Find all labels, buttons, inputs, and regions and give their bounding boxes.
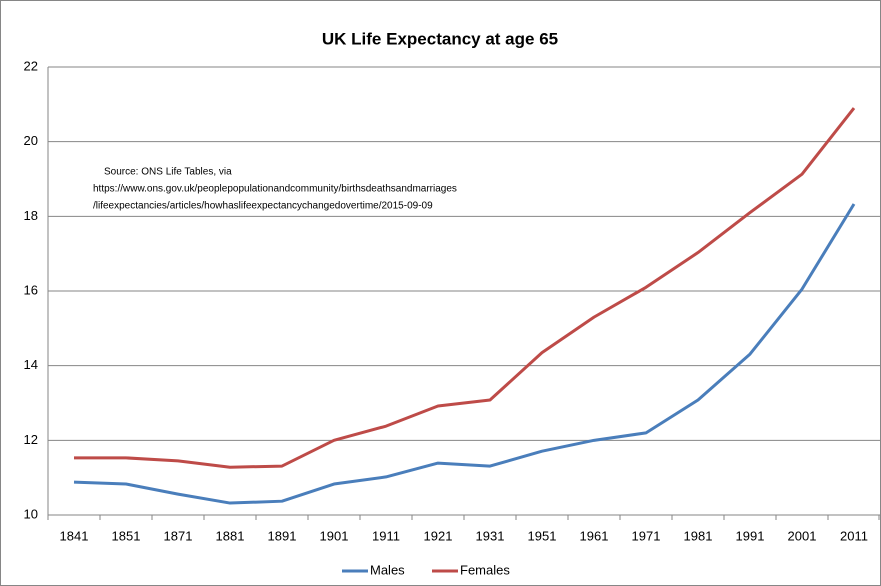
y-tick-label: 14 <box>24 357 38 372</box>
x-tick-label: 1981 <box>684 528 713 543</box>
x-tick-label: 1931 <box>476 528 505 543</box>
legend-label: Males <box>370 562 405 577</box>
x-tick-label: 1871 <box>164 528 193 543</box>
x-tick-label: 1881 <box>216 528 245 543</box>
series-line <box>74 107 856 469</box>
x-tick-label: 1961 <box>580 528 609 543</box>
annotation-line: Source: ONS Life Tables, via <box>104 167 232 178</box>
x-tick-label: 1991 <box>736 528 765 543</box>
chart-title: UK Life Expectancy at age 65 <box>322 29 558 48</box>
annotation-line: /lifeexpectancies/articles/howhaslifeexp… <box>93 201 433 212</box>
y-tick-label: 10 <box>24 506 38 521</box>
x-tick-label: 2011 <box>840 528 868 543</box>
y-tick-label: 20 <box>24 133 38 148</box>
y-tick-label: 18 <box>24 208 38 223</box>
x-tick-label: 1971 <box>632 528 661 543</box>
annotation: Source: ONS Life Tables, via https://www… <box>93 167 457 212</box>
legend-label: Females <box>460 562 510 577</box>
x-tick-label: 1921 <box>424 528 453 543</box>
annotation-line: https://www.ons.gov.uk/peoplepopulationa… <box>93 184 457 195</box>
x-tick-label: 1901 <box>320 528 349 543</box>
x-tick-label: 1891 <box>268 528 297 543</box>
x-tick-label: 1951 <box>528 528 557 543</box>
y-tick-label: 12 <box>24 432 38 447</box>
x-tick-label: 2001 <box>788 528 817 543</box>
x-tick-label: 1911 <box>372 528 400 543</box>
y-tick-label: 16 <box>24 282 38 297</box>
x-tick-label: 1841 <box>60 528 89 543</box>
x-tick-label: 1851 <box>112 528 141 543</box>
y-tick-label: 22 <box>24 58 38 73</box>
series-line <box>73 203 856 505</box>
